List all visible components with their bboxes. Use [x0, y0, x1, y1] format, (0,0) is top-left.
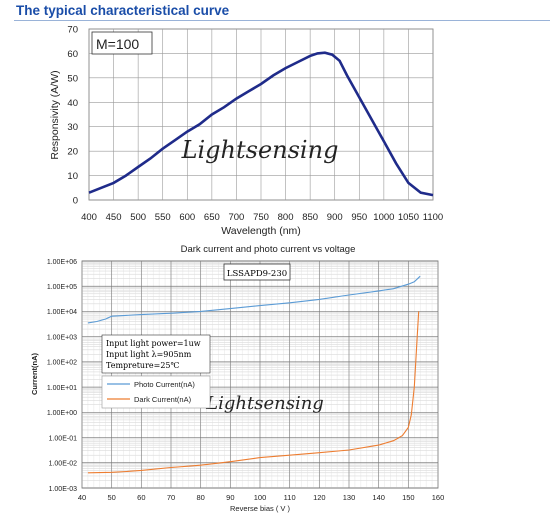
x-tick-label-1: 1100	[423, 212, 443, 223]
legend-label-photo: Photo Current(nA)	[134, 380, 195, 389]
x-tick-label-1: 550	[155, 212, 171, 223]
x-tick-label-1: 900	[327, 212, 343, 223]
y-tick-label-1: 30	[67, 122, 78, 133]
y-tick-label-2: 1.00E+06	[47, 259, 77, 266]
x-tick-label-2: 150	[402, 493, 415, 502]
gain-label-box	[91, 31, 153, 55]
dark-current-series-line	[87, 311, 420, 474]
x-tick-label-1: 1050	[398, 212, 419, 223]
x-tick-label-2: 50	[107, 493, 115, 502]
y-tick-label-1: 20	[67, 147, 78, 158]
x-tick-label-1: 850	[302, 212, 318, 223]
y-tick-label-1: 40	[67, 98, 78, 109]
y-tick-label-2: 1.00E-01	[49, 435, 78, 442]
y-axis-label-2: Current(nA)	[30, 352, 39, 395]
chart2-title: Dark current and photo current vs voltag…	[181, 244, 356, 255]
condition-temperature: Tempreture=25℃	[106, 361, 180, 370]
x-tick-label-2: 140	[372, 493, 385, 502]
model-label: LSSAPD9-230	[227, 269, 287, 279]
x-tick-label-1: 800	[278, 212, 294, 223]
watermark-2: Lightsensing	[205, 393, 324, 414]
condition-wavelength: Input light λ=905nm	[106, 350, 192, 359]
y-tick-label-2: 1.00E+03	[47, 334, 77, 341]
heading-divider	[14, 20, 550, 21]
page-heading: The typical characteristical curve	[16, 3, 230, 18]
y-tick-label-2: 1.00E+04	[47, 309, 77, 316]
y-tick-label-1: 70	[67, 25, 78, 36]
x-tick-label-2: 130	[343, 493, 356, 502]
current-voltage-chart: Dark current and photo current vs voltag…	[30, 244, 444, 513]
y-tick-label-2: 1.00E+02	[47, 360, 77, 367]
x-tick-label-1: 500	[130, 212, 146, 223]
y-tick-label-2: 1.00E-03	[49, 486, 78, 493]
x-tick-label-1: 1000	[373, 212, 394, 223]
legend-box	[101, 375, 211, 409]
watermark-1: Lightsensing	[181, 136, 339, 164]
x-tick-label-2: 80	[196, 493, 204, 502]
x-tick-label-1: 400	[81, 212, 97, 223]
responsivity-series-line	[88, 51, 434, 197]
x-tick-label-2: 100	[254, 493, 267, 502]
x-tick-label-1: 700	[228, 212, 244, 223]
x-axis-label-2: Reverse bias ( V )	[230, 504, 291, 513]
model-label-box	[223, 263, 291, 281]
x-tick-label-1: 600	[179, 212, 195, 223]
x-tick-label-1: 450	[106, 212, 122, 223]
x-tick-label-2: 160	[432, 493, 445, 502]
y-tick-label-1: 50	[67, 73, 78, 84]
conditions-box	[101, 334, 211, 374]
y-tick-label-2: 1.00E+00	[47, 410, 77, 417]
y-tick-label-2: 1.00E+05	[47, 284, 77, 291]
legend-label-dark: Dark Current(nA)	[134, 395, 192, 404]
x-axis-label-1: Wavelength (nm)	[221, 225, 301, 237]
gain-label: M=100	[96, 36, 139, 52]
y-axis-label-1: Responsivity (A/W)	[49, 70, 61, 159]
y-tick-label-1: 0	[73, 196, 78, 207]
x-tick-label-2: 70	[167, 493, 175, 502]
y-tick-label-1: 10	[67, 171, 78, 182]
y-tick-label-2: 1.00E-02	[49, 461, 78, 468]
y-tick-label-1: 60	[67, 49, 78, 60]
x-tick-label-2: 110	[284, 493, 296, 502]
x-tick-label-2: 40	[78, 493, 86, 502]
y-tick-label-2: 1.00E+01	[47, 385, 77, 392]
x-tick-label-2: 90	[226, 493, 234, 502]
x-tick-label-1: 650	[204, 212, 220, 223]
x-tick-label-2: 60	[137, 493, 145, 502]
condition-power: Input light power=1uw	[106, 339, 201, 348]
x-tick-label-2: 120	[313, 493, 326, 502]
x-tick-label-1: 750	[253, 212, 269, 223]
x-tick-label-1: 950	[351, 212, 367, 223]
photo-current-series-line	[87, 275, 421, 324]
responsivity-chart: 400 450 500 550 600 650 700 750 800 850 900 950 1000…	[49, 25, 443, 238]
